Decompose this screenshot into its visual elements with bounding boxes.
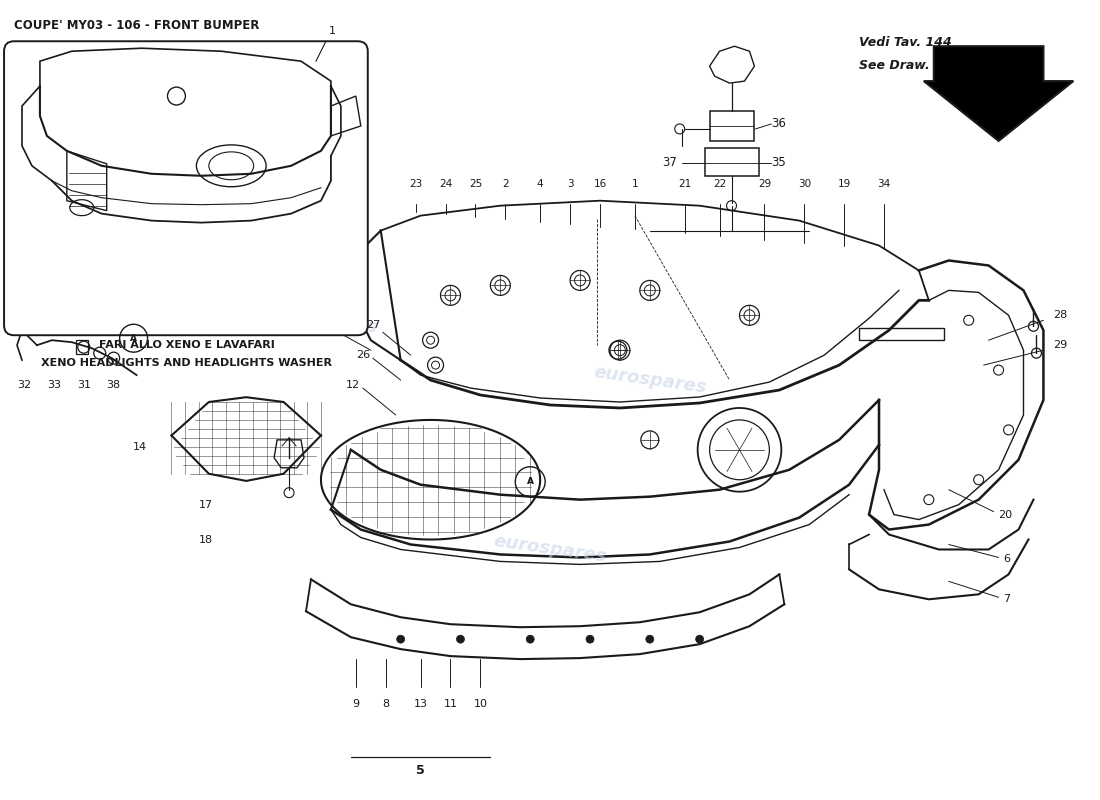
- Bar: [710, 111, 755, 141]
- Text: 35: 35: [771, 156, 786, 170]
- Text: 7: 7: [1003, 594, 1011, 604]
- Text: 29: 29: [1054, 340, 1068, 350]
- Circle shape: [695, 635, 704, 643]
- Text: Vedi Tav. 144: Vedi Tav. 144: [859, 36, 952, 50]
- Text: eurospares: eurospares: [592, 363, 707, 397]
- Text: 16: 16: [593, 178, 606, 189]
- Text: 25: 25: [469, 178, 482, 189]
- Text: XENO HEADLIGHTS AND HEADLIGHTS WASHER: XENO HEADLIGHTS AND HEADLIGHTS WASHER: [41, 358, 332, 368]
- Text: 23: 23: [409, 178, 422, 189]
- Text: 34: 34: [878, 178, 891, 189]
- Text: 38: 38: [107, 380, 121, 390]
- Text: 6: 6: [1003, 554, 1011, 565]
- Text: 21: 21: [678, 178, 691, 189]
- Text: 12: 12: [345, 380, 360, 390]
- Text: 24: 24: [439, 178, 452, 189]
- Circle shape: [586, 635, 594, 643]
- Text: 2: 2: [502, 178, 508, 189]
- Text: 22: 22: [713, 178, 726, 189]
- Text: 29: 29: [758, 178, 771, 189]
- Text: 11: 11: [443, 699, 458, 709]
- Text: 26: 26: [355, 350, 370, 360]
- Text: FARI ALLO XENO E LAVAFARI: FARI ALLO XENO E LAVAFARI: [99, 340, 274, 350]
- Text: COUPE' MY03 - 106 - FRONT BUMPER: COUPE' MY03 - 106 - FRONT BUMPER: [14, 19, 260, 32]
- Polygon shape: [924, 46, 1074, 141]
- Text: 27: 27: [366, 320, 379, 330]
- Bar: [705, 148, 759, 176]
- Text: 20: 20: [999, 510, 1013, 520]
- Text: 31: 31: [77, 380, 91, 390]
- Text: 9: 9: [352, 699, 360, 709]
- Text: 8: 8: [382, 699, 389, 709]
- Text: 1: 1: [329, 26, 336, 36]
- FancyBboxPatch shape: [4, 42, 367, 335]
- Text: 5: 5: [416, 764, 425, 777]
- Text: 17: 17: [199, 500, 213, 510]
- Circle shape: [526, 635, 535, 643]
- Text: 19: 19: [837, 178, 850, 189]
- Text: 33: 33: [47, 380, 60, 390]
- Text: 14: 14: [132, 442, 146, 452]
- Text: 13: 13: [414, 699, 428, 709]
- Text: 30: 30: [798, 178, 811, 189]
- Text: 37: 37: [662, 156, 676, 170]
- Text: 10: 10: [473, 699, 487, 709]
- Circle shape: [646, 635, 653, 643]
- Text: 32: 32: [16, 380, 31, 390]
- Circle shape: [397, 635, 405, 643]
- Text: eurospares: eurospares: [493, 533, 608, 566]
- Text: 15: 15: [309, 328, 323, 338]
- Bar: [76, 340, 88, 354]
- Text: See Draw. 144: See Draw. 144: [859, 59, 960, 72]
- Text: 4: 4: [537, 178, 543, 189]
- Text: 1: 1: [631, 178, 638, 189]
- Text: eurospares: eurospares: [263, 303, 378, 337]
- Text: 28: 28: [1054, 310, 1068, 320]
- Text: 36: 36: [771, 118, 786, 130]
- Text: 18: 18: [199, 534, 213, 545]
- Text: 3: 3: [566, 178, 573, 189]
- Text: A: A: [527, 478, 534, 486]
- Text: A: A: [130, 334, 138, 342]
- Bar: [859, 328, 944, 340]
- Circle shape: [456, 635, 464, 643]
